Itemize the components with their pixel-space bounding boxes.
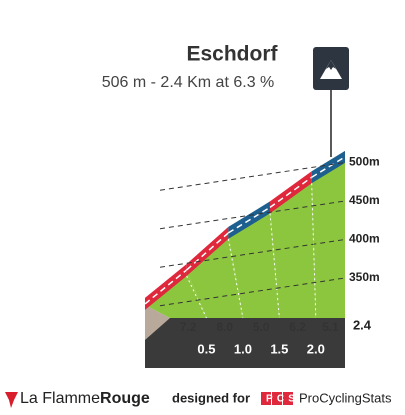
summit-icon xyxy=(313,47,349,90)
gradient-label: 5.1 xyxy=(322,320,339,334)
segment-face xyxy=(145,270,207,318)
brand-icon xyxy=(5,392,18,408)
segment-band xyxy=(145,263,187,310)
site: ProCyclingStats xyxy=(299,390,392,405)
segment-face xyxy=(270,178,316,318)
x-tick-label: 2.0 xyxy=(307,341,325,356)
divider xyxy=(227,238,244,319)
footer: La FlammeRouge designed for PCS ProCycli… xyxy=(5,390,392,408)
segment-face xyxy=(228,208,280,318)
y-tick-label: 400m xyxy=(349,232,380,246)
gradient-label: 7.2 xyxy=(180,320,197,334)
brand-a: La Flamme xyxy=(20,390,100,407)
segment-band xyxy=(186,226,229,276)
grid-line xyxy=(159,162,346,191)
brand-b: Rouge xyxy=(100,390,150,407)
gradient-label: 5.0 xyxy=(253,320,270,334)
x-tick-label: 1.0 xyxy=(234,341,252,356)
band-dash xyxy=(311,156,346,178)
subtitle: 506 m - 2.4 Km at 6.3 % xyxy=(102,74,275,91)
gradient-label: 8.0 xyxy=(216,320,233,334)
base-front xyxy=(170,318,345,368)
band-dash xyxy=(269,176,313,209)
y-tick-label: 500m xyxy=(349,155,380,169)
chart-title: Eschdorf xyxy=(186,43,278,66)
x-tick-label: 2.4 xyxy=(353,317,372,332)
gradient-label: 6.2 xyxy=(289,320,306,334)
segment-face xyxy=(311,157,345,318)
band-dash xyxy=(227,206,271,234)
x-tick-label: 1.5 xyxy=(270,341,288,356)
grid-line xyxy=(159,277,346,307)
brand: La FlammeRouge xyxy=(20,390,150,407)
y-tick-label: 350m xyxy=(349,270,380,284)
designed-for: designed for xyxy=(172,390,250,405)
pcs-logo: PCS xyxy=(266,394,299,405)
grid-line xyxy=(159,239,346,268)
segment-band xyxy=(311,150,345,184)
grid-line xyxy=(159,200,346,230)
band-dash xyxy=(144,269,188,305)
y-tick-label: 450m xyxy=(349,193,380,207)
x-tick-label: 0.5 xyxy=(197,341,215,356)
segment-face xyxy=(186,233,243,318)
